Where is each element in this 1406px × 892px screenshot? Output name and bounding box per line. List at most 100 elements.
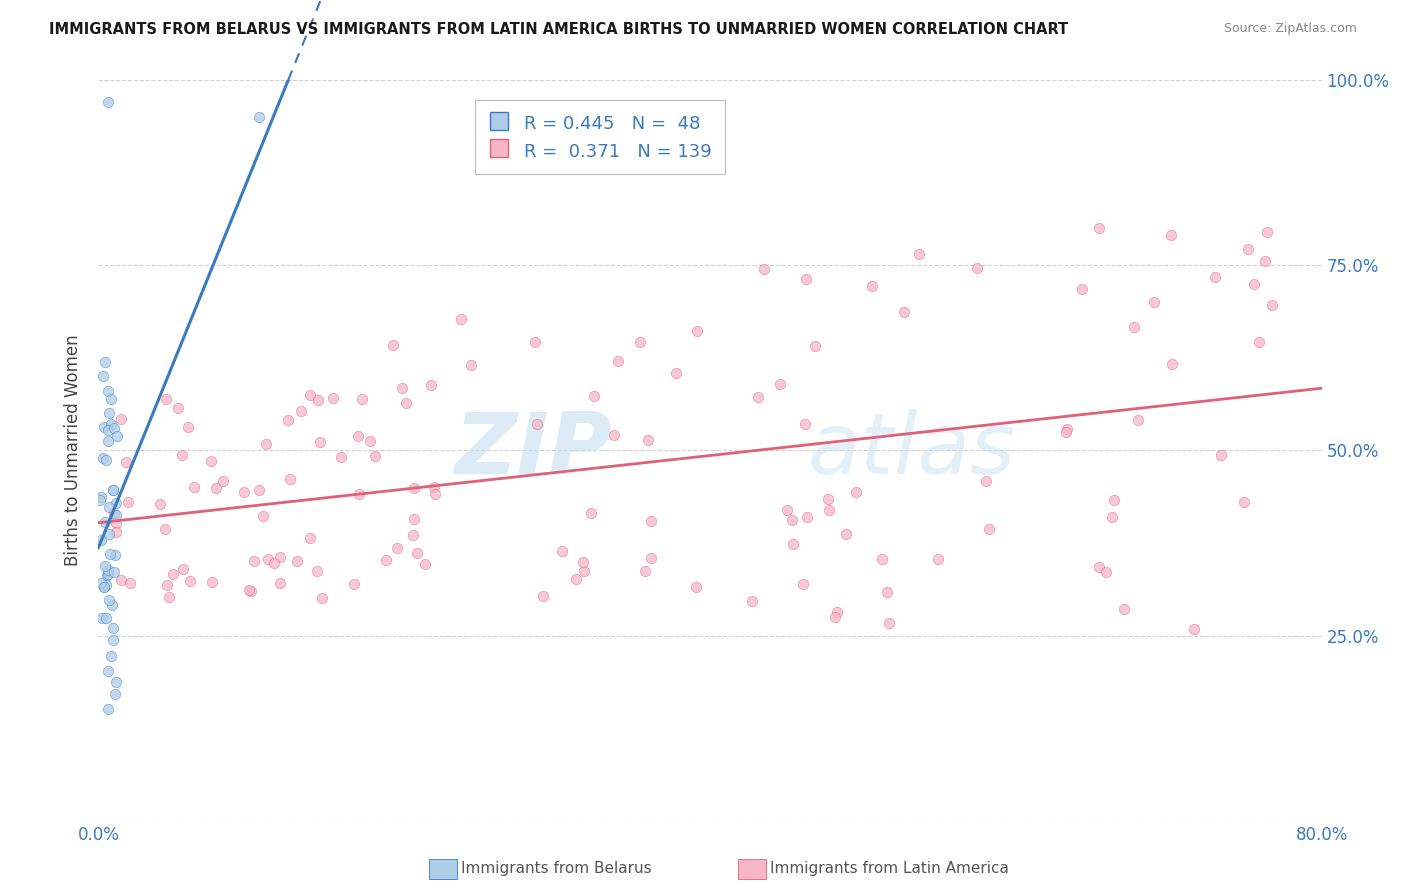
Point: [1112, 602, 1135, 616]
Point: [860, 279, 883, 293]
Point: [607, 354, 630, 368]
Point: [1056, 425, 1078, 440]
Point: [375, 553, 398, 567]
Point: [794, 272, 817, 286]
Point: [413, 557, 436, 571]
Point: [96, 453, 118, 467]
Legend: R = 0.445   N =  48, R =  0.371   N = 139: R = 0.445 N = 48, R = 0.371 N = 139: [475, 101, 724, 174]
Point: [90, 490, 112, 504]
Point: [172, 448, 194, 462]
Point: [423, 480, 446, 494]
Point: [243, 554, 266, 568]
Point: [179, 574, 201, 589]
Text: Immigrants from Belarus: Immigrants from Belarus: [461, 862, 652, 876]
Point: [200, 454, 222, 468]
Point: [533, 589, 555, 603]
Point: [1123, 320, 1146, 334]
Point: [91, 369, 114, 384]
Point: [105, 508, 128, 522]
Point: [157, 590, 180, 604]
Point: [98, 547, 121, 561]
Point: [269, 575, 291, 590]
Point: [90, 576, 112, 591]
Point: [752, 261, 775, 276]
Point: [205, 481, 228, 495]
Point: [93, 419, 115, 434]
Point: [166, 401, 188, 415]
Point: [155, 577, 177, 591]
Point: [780, 513, 803, 527]
Point: [97, 434, 120, 449]
Point: [927, 552, 949, 566]
Point: [277, 412, 299, 426]
Point: [104, 525, 127, 540]
Point: [803, 339, 825, 353]
Point: [247, 483, 270, 497]
Point: [97, 384, 120, 399]
Point: [966, 261, 988, 276]
Point: [1261, 298, 1284, 312]
Point: [257, 551, 280, 566]
Point: [1128, 413, 1150, 427]
Point: [110, 573, 132, 587]
Point: [149, 497, 172, 511]
Point: [307, 393, 329, 408]
Text: Immigrants from Latin America: Immigrants from Latin America: [770, 862, 1010, 876]
Point: [818, 503, 841, 517]
Point: [101, 483, 124, 497]
Point: [93, 354, 115, 368]
Point: [450, 311, 472, 326]
Point: [526, 417, 548, 431]
Point: [101, 598, 124, 612]
Point: [876, 585, 898, 599]
Point: [685, 580, 707, 594]
Point: [1204, 269, 1226, 284]
Point: [98, 500, 121, 515]
Point: [155, 392, 177, 406]
Text: ZIP: ZIP: [454, 409, 612, 492]
Point: [741, 594, 763, 608]
Point: [238, 582, 260, 597]
Y-axis label: Births to Unmarried Women: Births to Unmarried Women: [65, 334, 83, 566]
Point: [637, 433, 659, 447]
Point: [634, 564, 657, 578]
Point: [406, 546, 429, 560]
Point: [117, 495, 139, 509]
Point: [350, 392, 373, 406]
Point: [359, 434, 381, 448]
Point: [402, 528, 425, 542]
Point: [776, 503, 799, 517]
Point: [172, 561, 194, 575]
Point: [1160, 228, 1182, 243]
Point: [98, 593, 121, 607]
Point: [794, 417, 817, 431]
Point: [93, 451, 115, 466]
Point: [628, 334, 651, 349]
Point: [768, 377, 790, 392]
Point: [391, 381, 413, 395]
Point: [817, 492, 839, 507]
Point: [103, 421, 125, 435]
Point: [162, 567, 184, 582]
Point: [110, 412, 132, 426]
Point: [747, 390, 769, 404]
Point: [240, 584, 263, 599]
Point: [1056, 422, 1078, 436]
Point: [1095, 565, 1118, 579]
Point: [1233, 494, 1256, 508]
Point: [94, 558, 117, 573]
Point: [1087, 220, 1109, 235]
Point: [305, 564, 328, 578]
Point: [285, 553, 308, 567]
Point: [309, 434, 332, 449]
Point: [908, 247, 931, 261]
Point: [233, 484, 256, 499]
Point: [98, 407, 121, 421]
Point: [796, 509, 818, 524]
Point: [382, 338, 405, 352]
Point: [97, 566, 120, 581]
Point: [322, 391, 344, 405]
Point: [104, 675, 127, 690]
Point: [419, 378, 441, 392]
Point: [100, 392, 122, 406]
